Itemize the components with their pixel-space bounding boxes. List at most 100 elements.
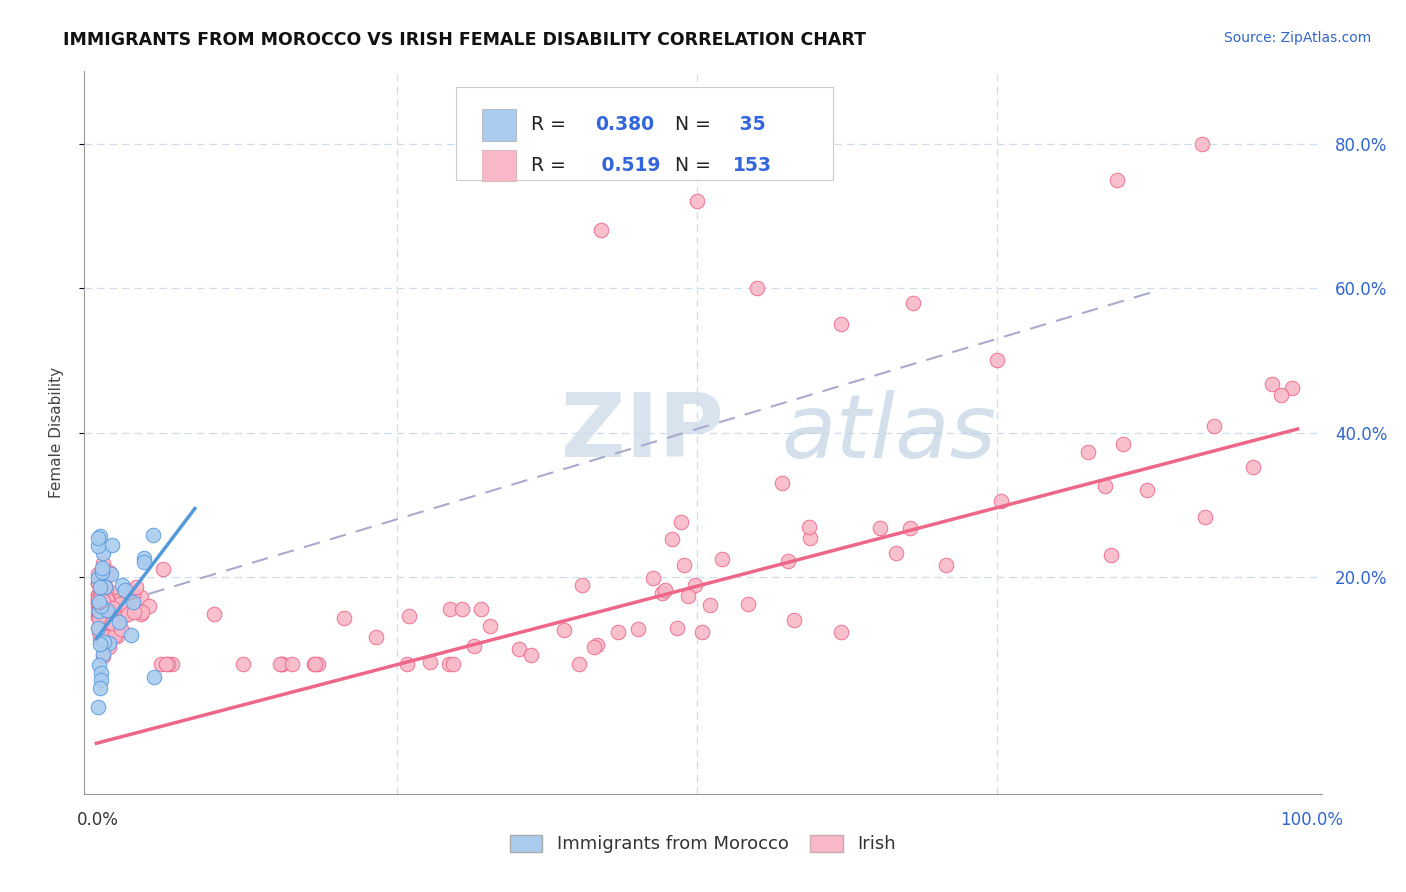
Point: [589, 223, 612, 237]
Point: [120, 628, 142, 642]
Point: [91, 648, 114, 662]
Point: [97, 597, 120, 611]
Point: [97, 609, 120, 624]
Point: [91, 546, 114, 560]
Text: ZIP: ZIP: [561, 389, 724, 476]
Point: [470, 602, 492, 616]
Point: [100, 567, 122, 582]
Point: [935, 558, 957, 572]
Point: [654, 582, 676, 597]
Point: [91, 565, 114, 579]
Text: 0.380: 0.380: [595, 115, 654, 135]
Point: [582, 640, 605, 654]
Text: 100.0%: 100.0%: [1279, 811, 1343, 829]
Point: [1191, 136, 1213, 151]
Point: [710, 552, 733, 566]
Point: [86, 609, 108, 624]
Point: [108, 599, 131, 613]
Point: [87, 700, 110, 714]
Point: [1204, 418, 1226, 433]
Point: [100, 615, 122, 630]
Point: [398, 608, 420, 623]
Point: [641, 572, 664, 586]
Point: [138, 599, 160, 613]
Point: [90, 607, 112, 621]
Point: [98, 633, 121, 648]
Point: [108, 615, 131, 629]
Point: [89, 604, 111, 618]
Point: [202, 607, 225, 621]
Point: [830, 317, 852, 331]
Point: [271, 657, 294, 671]
Point: [676, 590, 699, 604]
Point: [439, 657, 461, 671]
Point: [782, 613, 804, 627]
Point: [149, 657, 172, 671]
Point: [160, 657, 183, 671]
Point: [903, 295, 925, 310]
Point: [364, 630, 387, 644]
Point: [90, 598, 112, 612]
Point: [101, 601, 124, 615]
Point: [110, 622, 132, 636]
Point: [1077, 445, 1099, 459]
Text: R =: R =: [531, 115, 572, 135]
FancyBboxPatch shape: [481, 150, 516, 180]
Point: [898, 521, 921, 535]
Point: [990, 494, 1012, 508]
Point: [395, 657, 418, 671]
Point: [87, 576, 110, 591]
Point: [86, 531, 108, 545]
Point: [86, 592, 108, 607]
Point: [607, 625, 630, 640]
Point: [93, 602, 115, 616]
Point: [86, 588, 108, 602]
Point: [91, 605, 114, 619]
Point: [520, 648, 543, 662]
Point: [86, 604, 108, 618]
Point: [745, 281, 768, 295]
Point: [96, 593, 118, 607]
Point: [94, 584, 117, 599]
Point: [98, 615, 121, 630]
FancyBboxPatch shape: [456, 87, 832, 180]
Point: [1261, 377, 1284, 392]
Point: [93, 611, 115, 625]
Point: [89, 617, 111, 632]
Point: [89, 632, 111, 646]
Point: [87, 620, 110, 634]
Point: [122, 595, 145, 609]
Point: [91, 561, 114, 575]
Point: [114, 594, 136, 608]
Point: [98, 585, 121, 599]
Point: [778, 554, 800, 568]
Point: [87, 607, 110, 622]
Point: [94, 580, 117, 594]
Point: [87, 625, 110, 640]
Point: [91, 594, 114, 608]
Point: [553, 623, 575, 637]
Point: [797, 520, 820, 534]
Point: [281, 657, 304, 671]
Point: [122, 606, 145, 620]
Point: [770, 476, 793, 491]
Point: [100, 613, 122, 627]
Point: [96, 609, 118, 624]
Point: [1270, 388, 1292, 402]
Point: [1241, 460, 1264, 475]
Point: [96, 630, 118, 644]
Point: [89, 581, 111, 595]
Point: [101, 538, 124, 552]
Point: [132, 555, 155, 569]
Point: [111, 578, 134, 592]
Point: [672, 558, 695, 572]
Point: [86, 539, 108, 553]
Point: [155, 657, 177, 671]
Point: [96, 591, 118, 606]
Point: [661, 532, 683, 546]
Point: [986, 353, 1008, 368]
Point: [1094, 479, 1116, 493]
Point: [571, 578, 593, 592]
Text: 0.519: 0.519: [595, 155, 661, 175]
Point: [105, 624, 128, 639]
